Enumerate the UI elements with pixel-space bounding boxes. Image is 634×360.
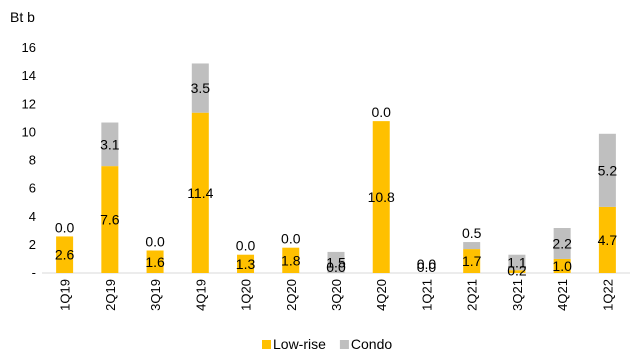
y-tick-label: 10 — [22, 124, 36, 139]
data-label: 0.0 — [417, 256, 437, 272]
data-label: 0.0 — [326, 259, 346, 275]
x-tick-label: 1Q19 — [58, 279, 73, 311]
data-label: 0.0 — [55, 219, 75, 235]
x-tick-label: 2Q21 — [465, 279, 480, 311]
data-label: 1.5 — [326, 254, 346, 270]
data-label: 3.5 — [191, 80, 211, 96]
data-labels: 2.6 0.0 7.6 3.1 1.6 0.0 11.4 3.5 1.3 0.0 1.8 0.0 0.0… — [55, 80, 617, 279]
x-axis: 1Q19 2Q19 3Q19 4Q19 1Q20 2Q20 3Q20 4Q20 1Q21 2Q21… — [58, 279, 616, 311]
x-tick-label: 1Q22 — [600, 279, 615, 311]
data-label: 1.7 — [462, 253, 482, 269]
y-tick-label: 6 — [29, 181, 36, 196]
x-tick-label: 2Q19 — [103, 279, 118, 311]
y-tick-label: 8 — [29, 153, 36, 168]
bar-condo-1q22 — [598, 133, 616, 207]
bar-condo-3q21 — [508, 254, 526, 271]
legend-label: Condo — [351, 336, 392, 352]
data-label: 11.4 — [187, 185, 213, 201]
bar-condo-4q21 — [553, 228, 571, 259]
bar-low-rise-3q19 — [146, 250, 164, 273]
bar-condo-2q19 — [101, 122, 119, 167]
bar-low-rise-4q20 — [372, 121, 390, 273]
legend-swatch — [339, 340, 349, 349]
x-tick-label: 3Q20 — [329, 279, 344, 311]
data-label: 7.6 — [100, 212, 120, 228]
data-label: 1.3 — [236, 256, 256, 272]
data-label: 10.8 — [368, 189, 395, 205]
data-label: 3.1 — [100, 136, 120, 152]
y-tick-label: - — [32, 265, 36, 280]
data-label: 1.6 — [145, 254, 165, 270]
bar-low-rise-4q21 — [553, 258, 571, 273]
legend-swatch — [262, 340, 271, 349]
legend: Low-rise Condo — [262, 336, 392, 352]
data-label: 2.6 — [55, 247, 75, 263]
bar-condo-3q20 — [327, 251, 345, 273]
y-tick-label: 16 — [22, 40, 36, 55]
x-tick-label: 4Q19 — [193, 279, 208, 311]
data-label: 4.7 — [598, 232, 618, 248]
bar-low-rise-4q19 — [191, 112, 209, 273]
x-tick-label: 4Q21 — [555, 279, 570, 311]
x-tick-label: 3Q19 — [148, 279, 163, 311]
bars — [56, 63, 616, 273]
data-label: 2.2 — [552, 235, 572, 251]
data-label: 0.0 — [145, 234, 165, 250]
bar-low-rise-2q20 — [282, 247, 300, 273]
bar-condo-4q19 — [191, 63, 209, 113]
y-tick-label: 14 — [22, 68, 36, 83]
x-tick-label: 2Q20 — [284, 279, 299, 311]
data-label: 0.0 — [371, 104, 391, 120]
x-tick-label: 4Q20 — [374, 279, 389, 311]
x-tick-label: 1Q20 — [239, 279, 254, 311]
legend-label: Low-rise — [273, 336, 326, 352]
bar-low-rise-2q19 — [101, 166, 119, 273]
x-tick-label: 1Q21 — [419, 279, 434, 311]
y-tick-label: 4 — [29, 209, 36, 224]
data-label: 0.2 — [507, 263, 527, 279]
data-label: 1.0 — [552, 258, 572, 274]
y-tick-label: 12 — [22, 96, 36, 111]
bar-low-rise-1q22 — [598, 206, 616, 273]
bar-low-rise-2q21 — [463, 249, 481, 273]
y-tick-label: 2 — [29, 237, 36, 252]
data-label: 1.1 — [507, 254, 527, 270]
unit-label: Bt b — [10, 9, 35, 25]
bar-condo-2q21 — [463, 242, 481, 250]
data-label: 1.8 — [281, 252, 301, 268]
data-label: 5.2 — [598, 162, 618, 178]
bar-low-rise-3q21 — [508, 270, 526, 273]
bar-low-rise-1q19 — [56, 236, 74, 273]
data-label: 0.0 — [281, 231, 301, 247]
bar-low-rise-1q20 — [237, 254, 255, 273]
x-tick-label: 3Q21 — [510, 279, 525, 311]
y-axis: - 2 4 6 8 10 12 14 16 — [22, 40, 36, 280]
data-label: 0.5 — [462, 225, 482, 241]
data-label: 0.0 — [417, 259, 437, 275]
data-label: 0.0 — [236, 238, 256, 254]
